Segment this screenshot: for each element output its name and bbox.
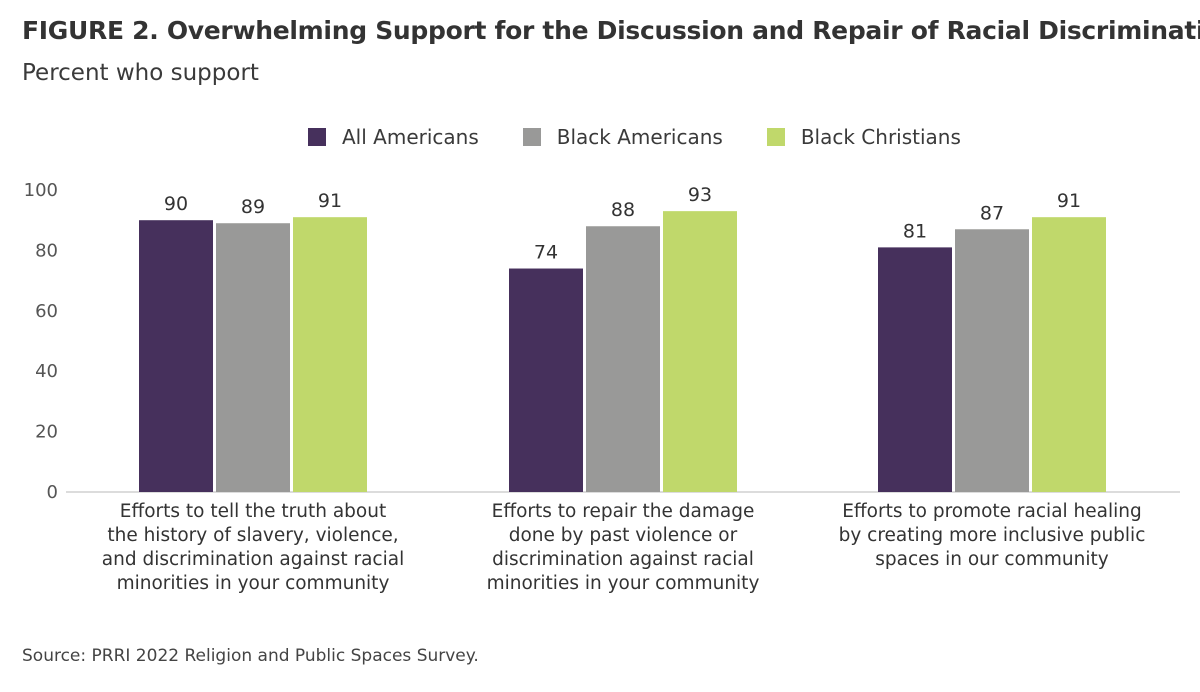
y-tick-label: 0 bbox=[47, 482, 58, 503]
data-label: 93 bbox=[688, 184, 712, 206]
y-tick-label: 20 bbox=[35, 422, 58, 443]
data-label: 87 bbox=[980, 202, 1004, 224]
x-category-label-line: and discrimination against racial bbox=[101, 549, 405, 570]
y-tick-label: 60 bbox=[35, 301, 58, 322]
x-category-label-line: minorities in your community bbox=[486, 573, 760, 594]
data-label: 88 bbox=[611, 199, 635, 221]
x-category-label-line: discrimination against racial bbox=[492, 549, 754, 570]
x-category-label-line: spaces in our community bbox=[875, 549, 1109, 570]
legend-label: Black Christians bbox=[800, 125, 961, 149]
legend-label: Black Americans bbox=[556, 125, 723, 149]
x-category-label-line: by creating more inclusive public bbox=[838, 525, 1146, 546]
legend-swatch bbox=[766, 128, 785, 146]
legend-swatch bbox=[308, 128, 326, 146]
x-category-label-line: the history of slavery, violence, bbox=[107, 525, 399, 546]
y-tick-label: 80 bbox=[35, 240, 58, 261]
legend-item-all-americans: All Americans bbox=[308, 125, 479, 149]
x-category-label-line: Efforts to tell the truth about bbox=[119, 501, 387, 522]
chart-title: FIGURE 2. Overwhelming Support for the D… bbox=[22, 16, 1200, 45]
legend-item-black-americans: Black Americans bbox=[522, 125, 723, 149]
data-label: 90 bbox=[164, 193, 188, 215]
y-tick-label: 100 bbox=[24, 180, 58, 201]
bar bbox=[1032, 217, 1106, 492]
bar bbox=[878, 247, 952, 492]
bar bbox=[586, 226, 660, 493]
x-category-label-line: minorities in your community bbox=[116, 573, 390, 594]
x-category-label-line: Efforts to repair the damage bbox=[491, 501, 755, 522]
chart-subtitle: Percent who support bbox=[22, 60, 259, 86]
legend-swatch bbox=[522, 128, 541, 146]
x-category-label: Efforts to repair the damage done by past… bbox=[458, 500, 788, 596]
x-category-label-line: done by past violence or bbox=[508, 525, 738, 546]
x-category-label-line: Efforts to promote racial healing bbox=[842, 501, 1142, 522]
x-category-label: Efforts to tell the truth about the histo… bbox=[88, 500, 418, 596]
data-label: 81 bbox=[903, 220, 927, 242]
source-note: Source: PRRI 2022 Religion and Public Sp… bbox=[22, 646, 479, 666]
data-label: 89 bbox=[241, 196, 265, 218]
legend-item-black-christians: Black Christians bbox=[766, 125, 961, 149]
bar bbox=[663, 211, 737, 492]
data-label: 74 bbox=[534, 242, 558, 264]
y-tick-label: 40 bbox=[35, 361, 58, 382]
bar bbox=[293, 217, 367, 492]
bar bbox=[955, 229, 1029, 492]
bar bbox=[139, 220, 213, 492]
legend: All Americans Black Americans Black Chri… bbox=[308, 125, 1005, 149]
data-label: 91 bbox=[318, 190, 342, 212]
bar bbox=[509, 268, 583, 492]
bar bbox=[216, 223, 290, 492]
data-label: 91 bbox=[1057, 190, 1081, 212]
legend-label: All Americans bbox=[342, 125, 479, 149]
x-category-label: Efforts to promote racial healing by crea… bbox=[827, 500, 1157, 572]
